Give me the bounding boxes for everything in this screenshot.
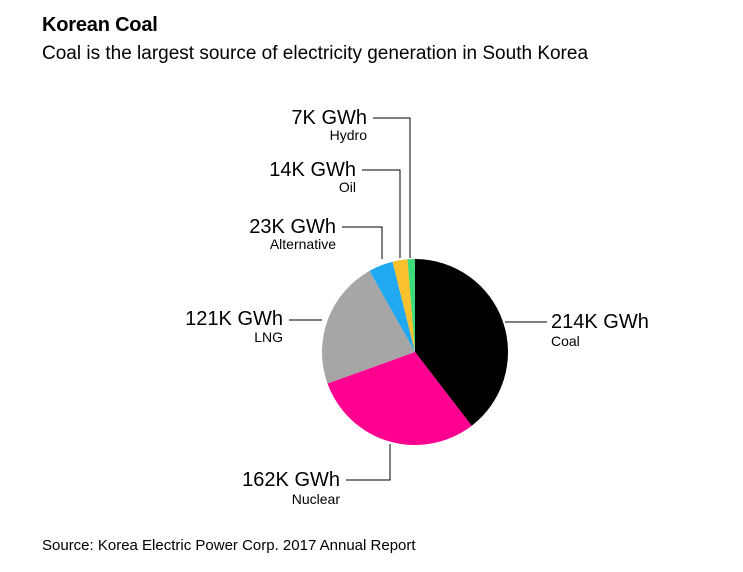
- category-label-oil: Oil: [339, 179, 356, 195]
- value-label-coal: 214K GWh: [551, 311, 649, 333]
- leader-line-hydro: [373, 117, 411, 258]
- category-label-hydro: Hydro: [330, 127, 368, 143]
- category-label-lng: LNG: [254, 329, 283, 345]
- value-label-alternative: 23K GWh: [249, 216, 336, 238]
- value-label-nuclear: 162K GWh: [242, 469, 340, 491]
- category-label-coal: Coal: [551, 333, 580, 349]
- leader-line-alternative: [342, 226, 383, 259]
- slice-nuclear: [327, 352, 472, 446]
- value-label-lng: 121K GWh: [185, 308, 283, 330]
- slice-hydro: [407, 259, 415, 352]
- slice-lng: [322, 270, 415, 384]
- slice-coal: [415, 258, 509, 426]
- leader-line-oil: [362, 169, 401, 258]
- value-label-oil: 14K GWh: [269, 159, 356, 181]
- chart-subtitle: Coal is the largest source of electricit…: [42, 43, 589, 64]
- source-note: Source: Korea Electric Power Corp. 2017 …: [42, 537, 416, 554]
- category-label-alternative: Alternative: [270, 236, 336, 252]
- slice-alternative: [369, 261, 415, 352]
- value-label-hydro: 7K GWh: [291, 107, 367, 129]
- leader-line-nuclear: [346, 444, 391, 481]
- slice-oil: [392, 259, 415, 352]
- category-label-nuclear: Nuclear: [292, 491, 341, 507]
- chart-title: Korean Coal: [42, 14, 158, 36]
